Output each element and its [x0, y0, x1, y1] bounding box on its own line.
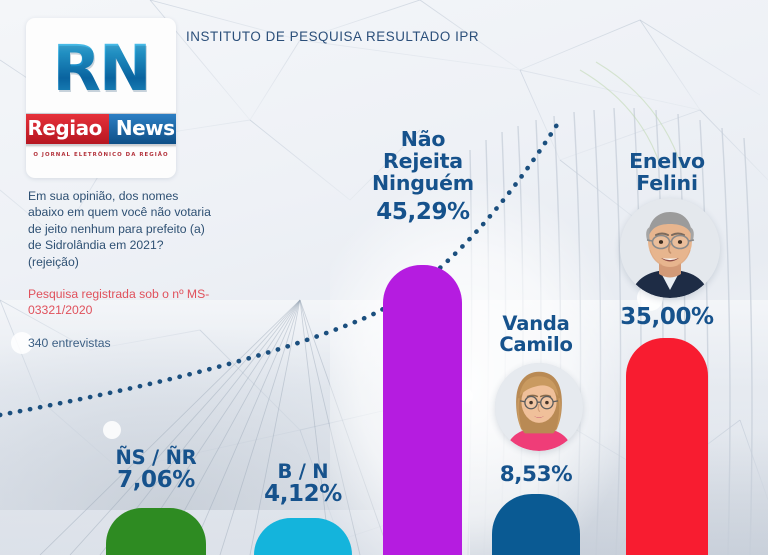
regiao-news-logo[interactable]: RN Regiao News O JORNAL ELETRÔNICO DA RE…	[26, 18, 176, 178]
survey-question: Em sua opinião, dos nomes abaixo em quem…	[28, 189, 211, 269]
survey-sample-size: 340 entrevistas	[28, 335, 111, 350]
label-enelvo-line1: Enelvo	[629, 149, 705, 173]
avatar-enelvo-image	[620, 198, 720, 298]
label-nrn-pct: 45,29%	[376, 199, 470, 226]
bar-nao-rejeita-ninguem[interactable]	[383, 265, 462, 555]
logo-word-news: News	[108, 114, 176, 144]
logo-initials: RN	[52, 32, 151, 105]
bar-vanda-camilo[interactable]	[492, 494, 580, 555]
label-ns-nr-name: ÑS / ÑR	[115, 446, 197, 469]
label-b-n-name: B / N	[277, 460, 329, 483]
logo-word-regiao: Regiao	[26, 114, 109, 144]
label-ns-nr: ÑS / ÑR 7,06%	[76, 447, 236, 493]
label-nrn-line3: Ninguém	[372, 171, 474, 196]
label-b-n: B / N 4,12%	[228, 461, 378, 507]
background-highlight-wash	[330, 180, 630, 555]
label-enelvo-line2: Felini	[636, 171, 698, 196]
avatar-enelvo-felini	[620, 198, 720, 298]
avatar-vanda-camilo	[495, 363, 583, 451]
label-enelvo-pct-wrap: 35,00%	[598, 305, 736, 330]
label-vanda-camilo: Vanda Camilo	[474, 313, 598, 355]
question-block: Em sua opinião, dos nomes abaixo em quem…	[28, 188, 213, 350]
bar-ns-nr[interactable]	[106, 508, 206, 555]
bar-enelvo-felini[interactable]	[626, 338, 708, 555]
institute-title: INSTITUTO DE PESQUISA RESULTADO IPR	[186, 29, 480, 44]
label-vanda-line1: Vanda	[502, 312, 570, 335]
label-nrn-line1: Não	[400, 127, 446, 151]
label-b-n-pct: 4,12%	[264, 481, 342, 508]
label-vanda-line2: Camilo	[499, 333, 573, 357]
label-enelvo-pct: 35,00%	[620, 304, 714, 330]
avatar-vanda-image	[495, 363, 583, 451]
survey-registration: Pesquisa registrada sob o nº MS-03321/20…	[28, 287, 210, 318]
label-nrn-line2: Rejeita	[383, 149, 463, 174]
label-vanda-pct-wrap: 8,53%	[474, 463, 598, 486]
label-enelvo-felini: Enelvo Felini	[604, 150, 730, 194]
label-nao-rejeita-ninguem: Não Rejeita Ninguém 45,29%	[349, 128, 497, 225]
label-vanda-pct: 8,53%	[499, 462, 573, 487]
logo-wordmark: Regiao News	[26, 113, 176, 145]
logo-tagline: O JORNAL ELETRÔNICO DA REGIÃO	[33, 152, 169, 158]
label-ns-nr-pct: 7,06%	[117, 467, 195, 494]
bar-b-n[interactable]	[254, 518, 352, 555]
